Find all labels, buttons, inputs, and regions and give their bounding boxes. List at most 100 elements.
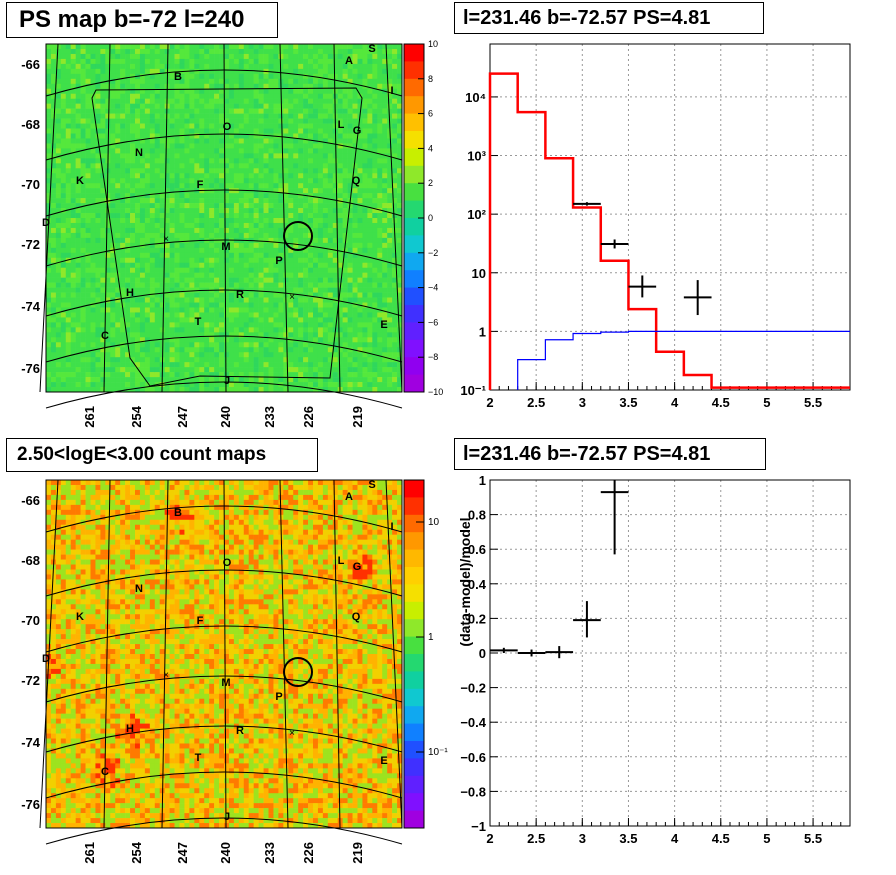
colorbar-tick-label: −4	[428, 283, 438, 293]
residual-ylabel: (data-model)/model	[457, 517, 473, 646]
cross-marker: ×	[163, 670, 169, 681]
ps-map-title: PS map b=-72 l=240	[6, 2, 278, 38]
source-label-J: J	[224, 811, 230, 823]
source-label-K: K	[76, 611, 84, 623]
source-label-O: O	[223, 121, 232, 133]
colorbar-tick-label: 0	[428, 213, 433, 223]
source-label-D: D	[42, 653, 50, 665]
colorbar-tick-label: 1	[428, 632, 434, 643]
source-label-K: K	[76, 175, 84, 187]
colorbar-tick-label: −2	[428, 248, 438, 258]
colorbar-tick-label: −6	[428, 317, 438, 327]
source-label-J: J	[224, 375, 230, 387]
source-label-O: O	[223, 557, 232, 569]
lon-tick-label: 233	[262, 842, 277, 864]
lat-tick-label: -76	[21, 361, 40, 376]
lon-tick-label: 240	[218, 406, 233, 428]
lon-tick-label: 219	[350, 406, 365, 428]
y-tick-label: 10⁴	[465, 90, 486, 105]
lon-tick-label: 261	[82, 842, 97, 864]
y-tick-label: 10⁻¹	[460, 383, 486, 398]
source-label-G: G	[353, 125, 362, 137]
source-label-D: D	[42, 217, 50, 229]
source-label-T: T	[195, 752, 202, 764]
lat-tick-label: -74	[21, 299, 41, 314]
source-label-I: I	[390, 85, 393, 97]
source-label-Q: Q	[352, 611, 361, 623]
x-tick-label: 4.5	[712, 831, 730, 846]
source-label-L: L	[338, 119, 345, 131]
lat-tick-label: -74	[21, 735, 41, 750]
x-tick-label: 3	[579, 395, 586, 410]
y-tick-label: −0.4	[460, 715, 486, 730]
lat-tick-label: -72	[21, 673, 40, 688]
source-label-E: E	[380, 755, 387, 767]
chart-grid	[490, 44, 850, 390]
source-label-I: I	[390, 521, 393, 533]
y-tick-label: 1	[479, 324, 486, 339]
colorbar-tick-label: 10	[428, 517, 440, 528]
y-tick-label: 0	[479, 646, 486, 661]
source-label-R: R	[236, 289, 244, 301]
lat-tick-label: -76	[21, 797, 40, 812]
source-label-M: M	[221, 241, 230, 253]
lon-tick-label: 219	[350, 842, 365, 864]
background-step-series	[518, 331, 850, 390]
colorbar-tick-label: −8	[428, 352, 438, 362]
lon-tick-label: 254	[129, 841, 144, 863]
y-tick-label: 10²	[467, 207, 486, 222]
source-label-R: R	[236, 725, 244, 737]
lat-tick-label: -72	[21, 237, 40, 252]
source-label-C: C	[101, 766, 109, 778]
cross-marker: ×	[289, 728, 295, 739]
chart-frame	[490, 480, 850, 826]
lon-tick-label: 247	[175, 406, 190, 428]
colorbar-tick-label: 10	[428, 39, 438, 49]
lon-tick-label: 254	[129, 405, 144, 427]
source-label-B: B	[174, 507, 182, 519]
y-tick-label: 0.2	[468, 611, 486, 626]
x-tick-label: 5	[763, 395, 770, 410]
x-tick-label: 4.5	[712, 395, 730, 410]
source-label-N: N	[135, 147, 143, 159]
source-label-S: S	[368, 43, 375, 55]
colorbar-tick-label: 10⁻¹	[428, 747, 448, 758]
source-label-H: H	[126, 723, 134, 735]
lat-tick-label: -70	[21, 177, 40, 192]
lat-tick-label: -70	[21, 613, 40, 628]
spectrum-title: l=231.46 b=-72.57 PS=4.81	[454, 2, 764, 34]
y-tick-label: 0.8	[468, 508, 486, 523]
lat-tick-label: -66	[21, 493, 40, 508]
source-label-A: A	[345, 491, 353, 503]
lat-tick-label: -68	[21, 553, 40, 568]
y-tick-label: 10	[472, 266, 486, 281]
source-label-F: F	[197, 179, 204, 191]
source-label-H: H	[126, 287, 134, 299]
x-tick-label: 5	[763, 831, 770, 846]
lon-tick-label: 226	[301, 842, 316, 864]
colorbar-tick-label: −10	[428, 387, 443, 397]
x-tick-label: 5.5	[804, 395, 822, 410]
source-label-G: G	[353, 561, 362, 573]
model-step-series	[490, 74, 850, 390]
source-label-E: E	[380, 319, 387, 331]
y-tick-label: −0.8	[460, 784, 486, 799]
cross-marker: ×	[289, 292, 295, 303]
y-tick-label: −0.6	[460, 750, 486, 765]
x-tick-label: 2.5	[527, 395, 545, 410]
lat-tick-label: -68	[21, 117, 40, 132]
colorbar	[404, 480, 424, 829]
x-tick-label: 2	[486, 831, 493, 846]
chart-grid	[490, 480, 850, 826]
lon-tick-label: 247	[175, 842, 190, 864]
source-label-P: P	[275, 691, 282, 703]
y-tick-label: 10³	[467, 149, 486, 164]
source-label-T: T	[195, 316, 202, 328]
source-label-P: P	[275, 255, 282, 267]
lon-tick-label: 240	[218, 842, 233, 864]
